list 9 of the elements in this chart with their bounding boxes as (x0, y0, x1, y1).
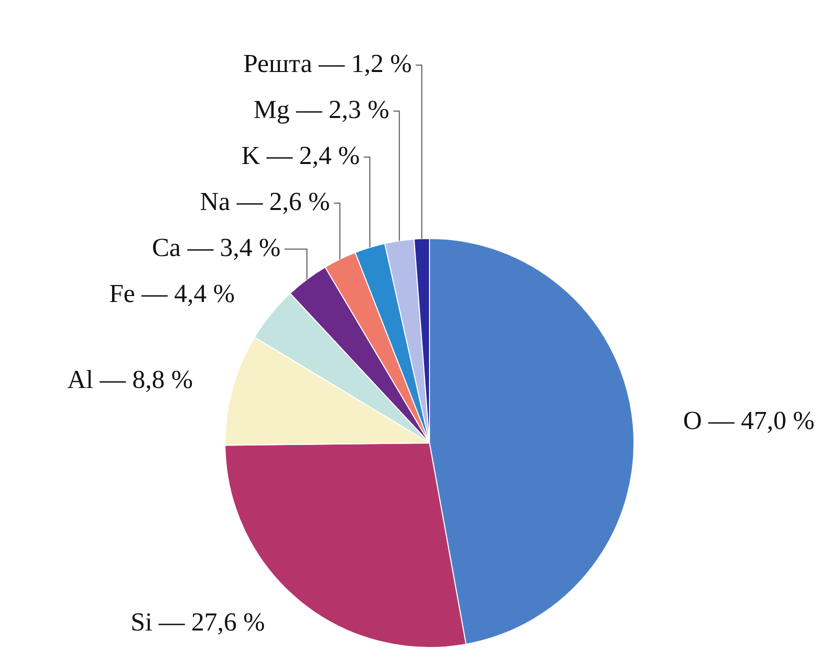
slice-label: Решта — 1,2 % (243, 48, 412, 78)
slice-label: Ca — 3,4 % (152, 232, 280, 262)
slice-label: K — 2,4 % (241, 140, 360, 170)
slice-label: Al — 8,8 % (67, 365, 193, 394)
slice-label: O — 47,0 % (683, 406, 815, 435)
slice-label: Si — 27,6 % (130, 608, 265, 637)
slice-label: Mg — 2,3 % (254, 94, 390, 124)
slice-label: Na — 2,6 % (200, 186, 330, 216)
slice-label: Fe — 4,4 % (109, 278, 235, 308)
